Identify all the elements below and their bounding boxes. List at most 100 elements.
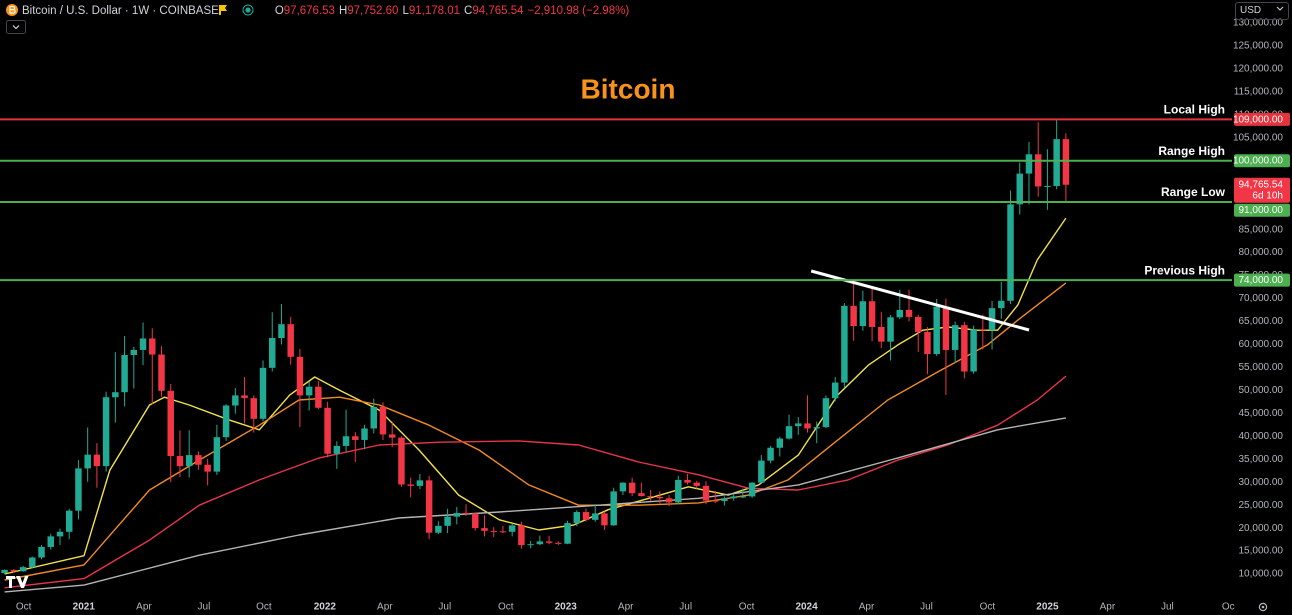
candle-body — [933, 306, 940, 355]
candle-body — [702, 485, 710, 501]
symbol-icon-glyph — [9, 5, 16, 14]
candle-body — [518, 525, 525, 546]
candle-body — [804, 423, 811, 429]
candle-body — [481, 528, 488, 531]
x-tick-label: Jul — [198, 602, 211, 613]
candle-body — [1007, 204, 1014, 301]
symbol-name[interactable]: Bitcoin / U.S. Dollar · 1W · COINBASE — [22, 4, 219, 17]
candle-body — [721, 498, 728, 502]
x-tick-label: Apr — [859, 602, 875, 613]
y-tick-label: 125,000.00 — [1233, 41, 1283, 52]
candle-body — [748, 482, 756, 497]
candle-body — [379, 406, 387, 435]
candle-body — [453, 512, 461, 517]
y-tick-label: 45,000.00 — [1239, 408, 1284, 419]
y-tick-label: 105,000.00 — [1233, 132, 1283, 143]
y-tick-label: 25,000.00 — [1239, 500, 1284, 511]
candle-body — [638, 493, 645, 496]
level-name: Range Low — [1161, 185, 1226, 199]
tradingview-logo[interactable] — [6, 576, 29, 588]
candle-body — [490, 530, 497, 532]
candle-body — [859, 301, 867, 327]
candle-body — [269, 337, 276, 368]
candle-body — [84, 454, 91, 469]
y-tick-label: 85,000.00 — [1239, 224, 1284, 235]
candle-body — [730, 496, 737, 499]
candle-body — [795, 423, 802, 427]
candle-body — [149, 338, 156, 355]
candle-body — [10, 569, 18, 572]
x-tick-label: Jul — [1161, 602, 1174, 613]
ohlc-label: O — [274, 4, 284, 17]
level-price-box — [1234, 273, 1290, 287]
currency-selector[interactable]: USD — [1235, 2, 1289, 20]
x-tick-label: 2024 — [795, 602, 818, 613]
candle-body — [896, 309, 904, 318]
candle-body — [333, 445, 341, 454]
candle-body — [195, 455, 202, 465]
flag-icon[interactable] — [219, 5, 227, 15]
collapse-button[interactable] — [6, 20, 26, 34]
candle-body — [915, 316, 922, 333]
candle-body — [961, 325, 968, 372]
settings-icon[interactable] — [1258, 602, 1268, 612]
candle-body — [388, 434, 396, 438]
ohlc-label: C — [464, 4, 473, 17]
level-name: Range High — [1158, 144, 1225, 158]
candle-body — [259, 367, 267, 419]
candle-body — [462, 512, 470, 514]
candle-body — [324, 407, 331, 454]
x-tick-label: Oct — [498, 602, 514, 613]
candle-body — [665, 498, 673, 503]
candle-body — [407, 484, 414, 486]
candle-body — [527, 544, 534, 546]
candle-body — [1, 569, 8, 574]
candle-body — [508, 525, 516, 532]
candle-body — [370, 406, 377, 429]
x-tick-label: 2022 — [314, 602, 337, 613]
level-price-box — [1234, 203, 1290, 217]
last-price-box — [1234, 177, 1290, 203]
candle-body — [675, 479, 682, 503]
candle-body — [130, 349, 138, 355]
y-tick-label: 65,000.00 — [1239, 316, 1284, 327]
candle-body — [232, 395, 239, 406]
candle-body — [536, 541, 544, 545]
level-price-label: 100,000.00 — [1233, 156, 1283, 167]
y-tick-label: 15,000.00 — [1239, 546, 1284, 557]
moving-average-line — [4, 417, 1067, 593]
candle-body — [472, 513, 479, 529]
candle-body — [693, 482, 700, 486]
candle-body — [278, 324, 285, 338]
candle-body — [296, 356, 304, 396]
candle-body — [305, 386, 313, 396]
level-price-box — [1234, 154, 1290, 168]
y-tick-label: 40,000.00 — [1239, 431, 1284, 442]
candle-body — [656, 496, 664, 499]
candle-body — [942, 306, 950, 350]
candle-body — [813, 427, 820, 429]
candle-body — [398, 437, 405, 485]
candle-body — [139, 338, 147, 350]
candle-body — [1025, 154, 1033, 174]
candle-body — [342, 436, 350, 446]
plot-area — [1, 119, 1070, 593]
candle-body — [1044, 185, 1051, 187]
candle-body — [628, 482, 636, 494]
ohlc-value: 97,676.53 — [283, 4, 335, 17]
candle-body — [850, 305, 857, 327]
candle-body — [19, 567, 27, 572]
candle-body — [545, 541, 553, 543]
candle-body — [38, 546, 45, 558]
candle-body — [684, 479, 691, 483]
level-price-label: 91,000.00 — [1239, 205, 1284, 216]
candle-body — [951, 325, 959, 350]
candle-body — [112, 392, 119, 398]
candle-body — [75, 468, 82, 511]
chevron-icon — [12, 25, 20, 30]
price-change: −2,910.98 (−2.98%) — [527, 4, 630, 17]
